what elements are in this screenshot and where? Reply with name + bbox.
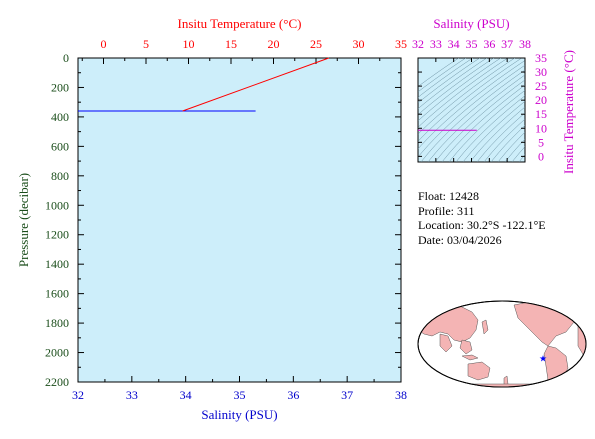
temperature-tick-label: 15 (225, 37, 237, 51)
map-land-australia (467, 361, 491, 381)
profile-plot-background (77, 57, 402, 383)
salinity-tick-label: 36 (287, 388, 299, 402)
pressure-tick-label: 600 (51, 139, 69, 153)
pressure-tick-label: 2200 (45, 375, 69, 389)
ts-contour (511, 146, 525, 162)
ts-contour (490, 125, 525, 162)
float-info-panel: Float: 12428 Profile: 311 Location: 30.2… (418, 189, 546, 247)
pressure-tick-label: 2000 (45, 346, 69, 360)
pressure-tick-label: 1200 (45, 228, 69, 242)
ts-right-axis-title: Insitu Temperature (°C) (561, 50, 576, 174)
temperature-tick-label: 0 (101, 37, 107, 51)
top-axis-title: Insitu Temperature (°C) (178, 16, 302, 31)
ts-temperature-tick-label: 35 (535, 51, 547, 65)
left-axis-title: Pressure (decibar) (16, 173, 31, 267)
ts-contour (418, 58, 467, 93)
pressure-tick-label: 400 (51, 110, 69, 124)
ts-temperature-tick-label: 15 (535, 107, 547, 121)
ts-temperature-tick-label: 10 (535, 121, 547, 135)
ts-contour (420, 69, 525, 162)
ts-contour (523, 48, 595, 166)
ts-top-axis-title: Salinity (PSU) (433, 16, 509, 31)
ts-contour (518, 154, 525, 162)
ts-salinity-tick-label: 33 (430, 37, 442, 51)
ts-temperature-tick-label: 20 (535, 93, 547, 107)
float-location: Location: 30.2°S -122.1°E (418, 218, 546, 232)
ts-temperature-tick-label: 30 (535, 65, 547, 79)
ts-salinity-tick-label: 35 (466, 37, 478, 51)
ts-density-contours (418, 48, 595, 166)
ts-contour (418, 58, 509, 128)
float-id: Float: 12428 (418, 189, 480, 203)
ts-temperature-tick-label: 5 (538, 135, 544, 149)
ts-contour (418, 64, 525, 158)
ts-contour (418, 58, 481, 104)
pressure-tick-label: 200 (51, 80, 69, 94)
ts-contour (462, 100, 525, 162)
ts-contour (418, 58, 488, 110)
ts-contour (418, 60, 525, 150)
map-border (417, 300, 587, 388)
salinity-tick-label: 34 (180, 388, 192, 402)
pressure-tick-label: 1000 (45, 198, 69, 212)
pressure-tick-label: 1400 (45, 257, 69, 271)
ts-salinity-tick-label: 32 (412, 37, 424, 51)
profile-plot-ticks: 32 33 34 35 36 37 38 0 5 10 15 20 25 30 35 0 200 400 600 80… (45, 37, 407, 402)
ts-salinity-tick-label: 36 (483, 37, 495, 51)
ts-contour (441, 84, 525, 162)
salinity-tick-label: 35 (234, 388, 246, 402)
map-land-japan (481, 319, 489, 335)
map-land-south-asia (439, 333, 453, 353)
ts-contour (483, 118, 525, 162)
salinity-tick-label: 38 (395, 388, 407, 402)
temperature-tick-label: 25 (310, 37, 322, 51)
map-land-antarctica (419, 383, 585, 387)
ts-temperature-tick-label: 25 (535, 79, 547, 93)
ts-contour (418, 58, 460, 87)
ts-contour (418, 58, 502, 122)
profile-number: Profile: 311 (418, 203, 475, 218)
pressure-tick-label: 800 (51, 169, 69, 183)
ts-contour (427, 74, 525, 162)
ts-temperature-tick-label: 0 (538, 149, 544, 163)
ts-contour (418, 58, 516, 135)
ts-contour (418, 58, 495, 116)
pressure-tick-label: 0 (63, 51, 69, 65)
temperature-profile-line (182, 57, 329, 112)
temperature-tick-label: 10 (183, 37, 195, 51)
map-land-indochina (459, 339, 473, 355)
ts-contour (434, 79, 525, 162)
ts-salinity-tick-label: 34 (448, 37, 460, 51)
temperature-tick-label: 35 (395, 37, 407, 51)
ts-salinity-tick-label: 37 (501, 37, 513, 51)
ts-contour (418, 58, 523, 142)
temperature-tick-label: 30 (353, 37, 365, 51)
salinity-tick-label: 32 (72, 388, 84, 402)
pressure-tick-label: 1600 (45, 287, 69, 301)
world-map: ★ (417, 300, 587, 388)
ts-contour (418, 58, 474, 98)
pressure-tick-label: 1800 (45, 316, 69, 330)
profile-date: Date: 03/04/2026 (418, 232, 502, 247)
map-land-indonesia (461, 354, 479, 361)
ts-contour-lines (418, 48, 595, 166)
ts-contour (497, 131, 525, 162)
temperature-tick-label: 20 (268, 37, 280, 51)
temperature-tick-label: 5 (143, 37, 149, 51)
profile-plot-series (78, 57, 329, 112)
ts-contour (469, 106, 525, 162)
ts-contour (455, 95, 525, 162)
salinity-tick-label: 33 (126, 388, 138, 402)
ts-contour (504, 138, 525, 162)
ts-salinity-tick-label: 38 (519, 37, 531, 51)
profile-plot: 32 33 34 35 36 37 38 0 5 10 15 20 25 30 35 0 200 400 600 80… (16, 16, 407, 422)
ts-contour (476, 112, 525, 162)
salinity-tick-label: 37 (341, 388, 353, 402)
float-location-marker: ★ (539, 353, 547, 363)
bottom-axis-title: Salinity (PSU) (201, 407, 277, 422)
ts-contour (448, 90, 525, 162)
